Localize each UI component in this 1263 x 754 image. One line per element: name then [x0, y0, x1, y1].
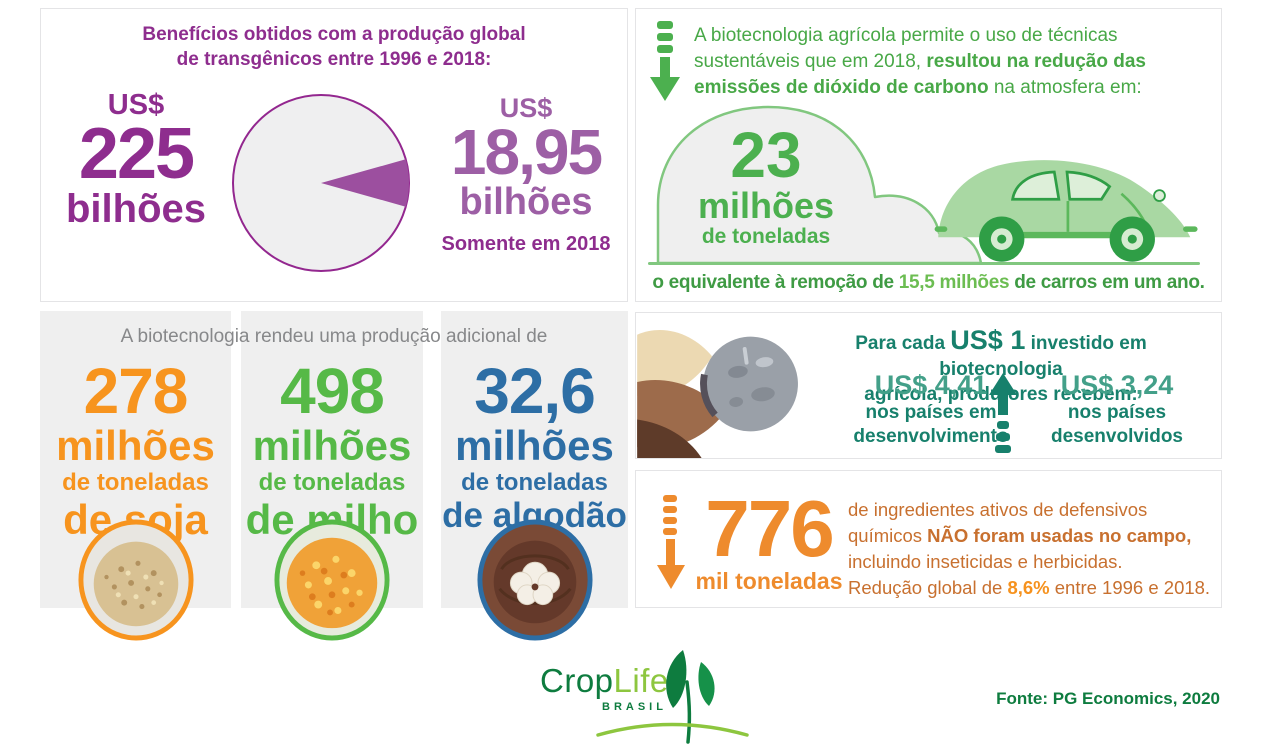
co2-unit2: de toneladas	[701, 225, 831, 249]
logo-arc	[596, 722, 749, 737]
crop-panel-soja: 278 milhões de toneladas de soja	[40, 311, 231, 641]
cotton-bowl-illustration	[476, 519, 593, 641]
benefits-title: Benefícios obtidos com a produção global…	[41, 23, 627, 72]
algodao-stat: 32,6 milhões de toneladas de algodão	[441, 359, 628, 535]
co2-value: 23	[730, 119, 802, 191]
soy-bowl-illustration	[77, 519, 194, 641]
y2018-currency: US$	[499, 93, 553, 123]
milho-unit1: milhões	[252, 422, 412, 469]
invest-title-post: investido em biotecnologia	[939, 333, 1147, 381]
co2-intro-line3b: na atmosfera em:	[988, 77, 1142, 99]
invest-title-value: US$ 1	[950, 325, 1026, 355]
total-unit: bilhões	[65, 187, 207, 232]
developing-line2: desenvolvimento	[853, 426, 1009, 448]
co2-intro-line2a: sustentáveis que em 2018,	[694, 51, 927, 73]
co2-intro-line2b: resultou na redução das	[926, 51, 1146, 73]
down-arrow-green-icon	[650, 21, 680, 101]
pest-line2b: NÃO foram usadas no campo,	[927, 525, 1192, 547]
benefits-title-line1: Benefícios obtidos com a produção global	[142, 24, 526, 45]
crop-panel-milho: 498 milhões de toneladas de milho	[241, 311, 423, 641]
total-currency: US$	[107, 89, 165, 121]
coin-flip-illustration	[637, 330, 798, 458]
equiv-highlight: 15,5 milhões	[898, 272, 1010, 293]
milho-value: 498	[280, 355, 385, 427]
developed-line2: desenvolvidos	[1051, 426, 1183, 448]
down-arrow-orange-icon	[657, 495, 685, 589]
soja-stat: 278 milhões de toneladas de soja	[40, 359, 231, 543]
co2-intro-line1: A biotecnologia agrícola permite o uso d…	[694, 25, 1118, 46]
developing-line1: nos países em	[865, 401, 997, 423]
co2-cloud-stat: 23 milhões de toneladas	[666, 119, 866, 249]
milho-unit2: de toneladas	[258, 469, 406, 497]
soja-unit2: de toneladas	[62, 469, 209, 497]
source-credit: Fonte: PG Economics, 2020	[996, 689, 1220, 708]
pest-line1: de ingredientes ativos de defensivos	[848, 499, 1148, 520]
equiv-pre: o equivalente à remoção de	[652, 272, 899, 293]
benefits-panel: Benefícios obtidos com a produção global…	[40, 8, 628, 302]
algodao-unit2: de toneladas	[461, 469, 608, 497]
total-value: 225	[78, 114, 195, 194]
logo-part1: Crop	[540, 662, 614, 699]
crop-panel-algodao: 32,6 milhões de toneladas de algodão	[441, 311, 628, 641]
algodao-value: 32,6	[474, 355, 596, 427]
logo-subtitle: BRASIL	[602, 701, 667, 713]
equiv-post: de carros em um ano.	[1009, 272, 1205, 293]
pest-line3: incluindo inseticidas e herbicidas.	[848, 551, 1123, 573]
y2018-note: Somente em 2018	[441, 232, 611, 255]
invest-title-pre: Para cada	[855, 333, 951, 354]
soja-value: 278	[83, 355, 189, 427]
soja-unit1: milhões	[56, 422, 215, 469]
crops-title: A biotecnologia rendeu uma produção adic…	[120, 326, 548, 347]
developed-countries-stat: US$ 3,24 nos países desenvolvidos	[1027, 370, 1207, 450]
pesticides-value: 776	[705, 484, 834, 573]
logo-wordmark: CropLife	[540, 664, 669, 697]
developed-line1: nos países	[1067, 401, 1167, 423]
co2-intro-line3a: emissões de dióxido de carbono	[694, 77, 989, 99]
sprout-icon	[666, 650, 715, 744]
pest-line2a: químicos	[848, 525, 928, 547]
y2018-unit: bilhões	[459, 180, 593, 223]
car-illustration	[934, 160, 1198, 262]
benefits-title-line2: de transgênicos entre 1996 e 2018:	[176, 48, 492, 70]
algodao-unit1: milhões	[455, 422, 614, 469]
pest-line4a: Redução global de	[848, 577, 1008, 599]
co2-unit1: milhões	[697, 184, 835, 226]
y2018-value: 18,95	[450, 116, 603, 188]
benefits-2018-stat: US$ 18,95 bilhões Somente em 2018	[426, 95, 626, 256]
corn-bowl-illustration	[274, 519, 390, 641]
pesticides-panel: 776 mil toneladas de ingredientes ativos…	[635, 470, 1222, 608]
up-arrow-teal-icon	[989, 373, 1017, 453]
pesticides-text: de ingredientes ativos de defensivos quí…	[848, 497, 1220, 601]
co2-intro-text: A biotecnologia agrícola permite o uso d…	[694, 23, 1216, 102]
pest-line4b: 8,6%	[1007, 577, 1050, 599]
benefits-pie-chart	[232, 94, 410, 272]
investment-panel: Para cada US$ 1 investido em biotecnolog…	[635, 312, 1222, 459]
pesticides-stat: 776 mil toneladas	[684, 484, 854, 595]
developed-value: US$ 3,24	[1060, 370, 1174, 400]
croplife-brasil-logo: CropLife BRASIL	[540, 650, 755, 748]
co2-panel: A biotecnologia agrícola permite o uso d…	[635, 8, 1222, 302]
pie-slice-2018	[321, 159, 409, 207]
developing-value: US$ 4,41	[874, 370, 988, 400]
co2-equivalence-text: o equivalente à remoção de 15,5 milhões …	[636, 272, 1221, 294]
logo-part2: Life	[613, 662, 669, 699]
milho-stat: 498 milhões de toneladas de milho	[241, 359, 423, 543]
developing-countries-stat: US$ 4,41 nos países em desenvolvimento	[841, 370, 1021, 450]
pest-line4c: entre 1996 e 2018.	[1049, 577, 1211, 599]
benefits-total-stat: US$ 225 bilhões	[46, 89, 226, 232]
pesticides-unit: mil toneladas	[695, 568, 843, 594]
investment-title: Para cada US$ 1 investido em biotecnolog…	[791, 323, 1211, 407]
